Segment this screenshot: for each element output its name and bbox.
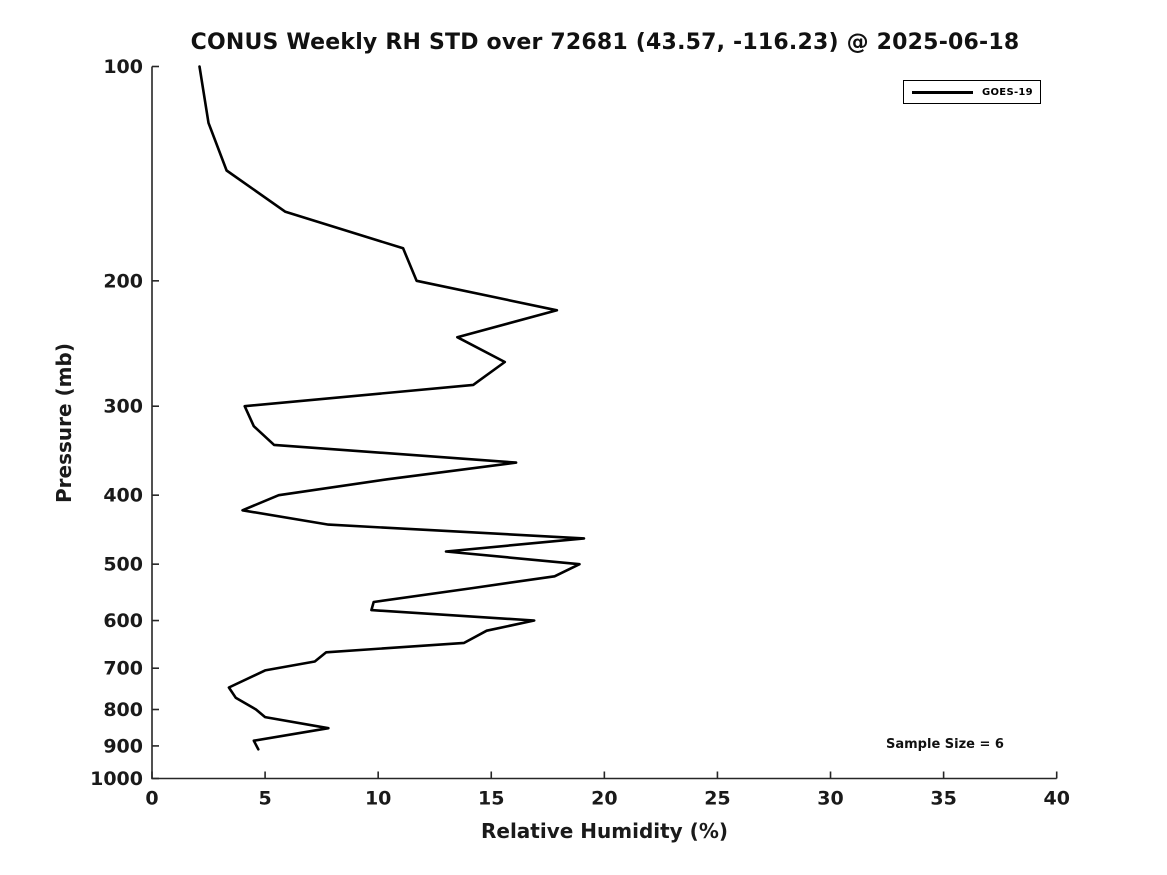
- y-tick-label: 800: [103, 699, 143, 721]
- legend: GOES-19: [903, 80, 1041, 104]
- x-tick-label: 20: [591, 788, 617, 810]
- y-tick-label: 900: [103, 735, 143, 757]
- x-axis-label: Relative Humidity (%): [480, 819, 729, 843]
- x-tick-label: 0: [145, 788, 158, 810]
- y-tick-label: 700: [103, 658, 143, 680]
- sample-size-annotation: Sample Size = 6: [886, 737, 1004, 752]
- axis-spines: [151, 66, 1057, 780]
- y-tick-label: 200: [103, 270, 143, 292]
- x-tick-label: 35: [930, 788, 956, 810]
- x-tick-label: 15: [478, 788, 504, 810]
- x-tick-label: 25: [704, 788, 730, 810]
- legend-label: GOES-19: [982, 86, 1033, 98]
- x-tick-label: 5: [258, 788, 271, 810]
- x-tick-label: 40: [1043, 788, 1069, 810]
- series-line-goes-19: [198, 65, 586, 751]
- y-tick-label: 600: [103, 610, 143, 632]
- chart-title: CONUS Weekly RH STD over 72681 (43.57, -…: [190, 30, 1020, 55]
- x-tick-label: 10: [365, 788, 391, 810]
- y-tick-label: 1000: [90, 768, 143, 790]
- x-tick-label: 30: [817, 788, 843, 810]
- y-tick-label: 500: [103, 554, 143, 576]
- y-tick-label: 400: [103, 485, 143, 507]
- legend-line-sample: [912, 90, 973, 94]
- y-axis-label: Pressure (mb): [52, 343, 76, 503]
- y-tick-label: 100: [103, 56, 143, 78]
- y-tick-label: 300: [103, 396, 143, 418]
